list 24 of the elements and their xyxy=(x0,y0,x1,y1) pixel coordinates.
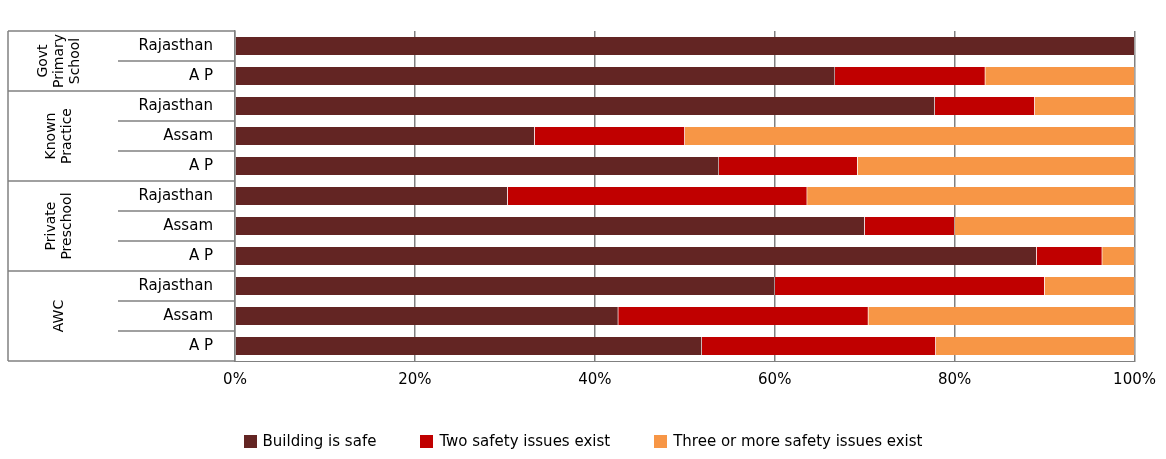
y-tick-label: Rajasthan xyxy=(138,95,213,114)
x-tick-label: 40% xyxy=(578,369,612,388)
y-tick-label: A P xyxy=(188,155,213,174)
text: Known Practice xyxy=(41,107,75,166)
x-tick-label: 0% xyxy=(223,369,247,388)
legend-label: Three or more safety issues exist xyxy=(673,432,923,450)
text: Govt Primary School xyxy=(33,32,83,91)
x-tick-label: 100% xyxy=(1113,369,1156,388)
y-tick-label: A P xyxy=(188,335,213,354)
x-tick-label: 20% xyxy=(398,369,432,388)
y-tick-label: A P xyxy=(188,65,213,84)
y-tick-label: Rajasthan xyxy=(138,185,213,204)
y-tick-label: A P xyxy=(188,245,213,264)
legend-label: Two safety issues exist xyxy=(439,432,611,450)
y-tick-label: Assam xyxy=(163,215,213,234)
y-tick-label: Rajasthan xyxy=(138,275,213,294)
x-tick-label: 60% xyxy=(758,369,792,388)
x-tick-label: 80% xyxy=(937,369,972,388)
text: Private Preschool xyxy=(41,191,75,262)
text: AWC xyxy=(49,298,67,335)
y-tick-label: Assam xyxy=(163,125,213,144)
y-tick-label: Rajasthan xyxy=(138,35,213,54)
y-tick-label: Assam xyxy=(163,305,213,324)
legend-label: Building is safe xyxy=(262,432,377,450)
